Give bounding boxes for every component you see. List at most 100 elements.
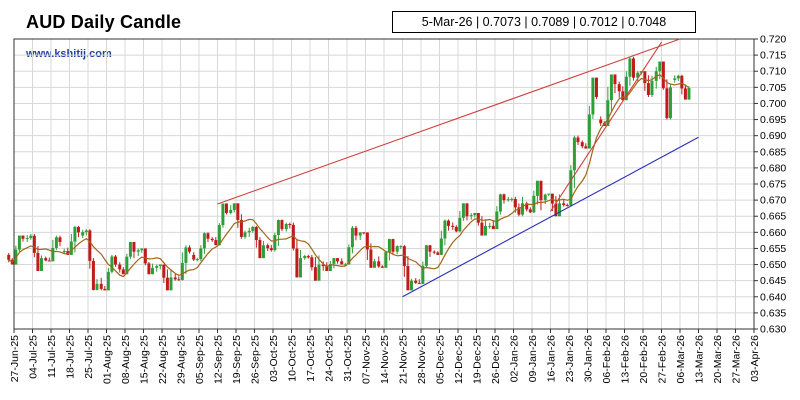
candle-body (147, 263, 151, 275)
y-tick-label: 0.720 (760, 34, 786, 46)
candle-body (177, 279, 181, 281)
candle-body (409, 280, 413, 291)
candle-body (39, 258, 43, 271)
candle-body (576, 137, 580, 143)
candle-body (288, 224, 292, 226)
candle-body (180, 262, 184, 280)
x-tick-label: 29-Aug-25 (176, 335, 188, 384)
x-tick-label: 19-Dec-25 (472, 335, 484, 384)
x-tick-label: 20-Mar-26 (712, 335, 724, 384)
x-tick-label: 20-Feb-26 (638, 335, 650, 384)
candle-body (550, 193, 554, 204)
candle-body (118, 264, 122, 270)
candle-body (47, 260, 51, 262)
candle-body (202, 233, 206, 249)
candle-body (321, 264, 325, 267)
candle-body (569, 170, 573, 206)
candle-body (624, 76, 628, 101)
candle-body (21, 235, 25, 239)
y-tick-label: 0.655 (760, 243, 786, 255)
candle-body (476, 213, 480, 223)
candle-body (239, 219, 243, 237)
candle-body (473, 213, 477, 216)
candle-body (162, 264, 166, 278)
candle-body (639, 71, 643, 73)
candle-body (125, 256, 129, 275)
candle-body (173, 277, 177, 280)
candle-body (266, 245, 270, 249)
x-tick-label: 23-Jan-26 (564, 335, 576, 382)
candle-body (443, 220, 447, 239)
watermark-url: www.kshitij.com (26, 48, 112, 60)
candle-body (377, 261, 381, 267)
candle-body (224, 203, 228, 213)
candle-body (617, 84, 621, 92)
candle-body (187, 247, 191, 252)
x-tick-label: 28-Nov-25 (416, 335, 428, 384)
candle-body (243, 232, 247, 237)
candle-body (557, 203, 561, 217)
y-tick-label: 0.680 (760, 162, 786, 174)
candle-body (406, 266, 410, 291)
candle-body (210, 238, 214, 241)
candle-body (380, 266, 384, 268)
candle-body (436, 252, 440, 255)
candle-body (665, 88, 669, 119)
candle-body (498, 194, 502, 212)
candle-body (520, 203, 524, 215)
y-tick-label: 0.660 (760, 227, 786, 239)
candle-body (165, 277, 169, 291)
candle-body (354, 227, 358, 236)
candle-body (673, 78, 677, 80)
x-tick-label: 06-Mar-26 (675, 335, 687, 384)
x-tick-label: 21-Nov-25 (398, 335, 410, 384)
candle-body (155, 266, 159, 268)
chart-grid (13, 38, 755, 330)
candle-body (343, 264, 347, 266)
candle-body (195, 259, 199, 261)
candle-body (32, 235, 36, 253)
candle-body (369, 249, 373, 268)
ohlc-readout: 5-Mar-26 | 0.7073 | 0.7089 | 0.7012 | 0.… (392, 11, 696, 33)
moving-average-group (8, 73, 690, 278)
candle-body (310, 257, 314, 268)
candle-body (491, 225, 495, 230)
candle-body (103, 288, 107, 291)
candle-body (646, 83, 650, 95)
x-tick-label: 02-Jan-26 (509, 335, 521, 382)
candle-body (140, 248, 144, 251)
candle-body (643, 71, 647, 84)
candle-body (372, 261, 376, 268)
candle-body (350, 227, 354, 248)
x-tick-label: 16-Jan-26 (546, 335, 558, 382)
candle-body (658, 61, 662, 72)
candle-body (121, 269, 125, 275)
x-tick-label: 10-Oct-25 (287, 335, 299, 382)
candle-body (554, 203, 558, 217)
x-tick-label: 08-Aug-25 (120, 335, 132, 384)
candle-body (580, 142, 584, 147)
candle-body (628, 58, 632, 77)
x-tick-label: 14-Nov-25 (379, 335, 391, 384)
x-tick-label: 22-Aug-25 (157, 335, 169, 384)
y-tick-label: 0.670 (760, 195, 786, 207)
x-tick-label: 01-Aug-25 (102, 335, 114, 384)
candle-body (547, 193, 551, 195)
candle-body (680, 75, 684, 89)
candle-body (62, 251, 66, 253)
x-tick-label: 07-Nov-25 (361, 335, 373, 384)
candle-body (562, 203, 566, 206)
candle-body (439, 238, 443, 255)
y-tick-label: 0.695 (760, 114, 786, 126)
x-tick-label: 04-Jul-25 (28, 335, 40, 379)
x-tick-label: 18-Jul-25 (65, 335, 77, 379)
candle-body (132, 242, 136, 252)
candle-body (636, 72, 640, 78)
candle-body (387, 239, 391, 253)
candle-body (325, 266, 329, 271)
candle-body (88, 230, 92, 261)
x-tick-label: 06-Feb-26 (601, 335, 613, 384)
candle-body (525, 203, 529, 210)
candle-body (106, 271, 110, 291)
candle-body (587, 114, 591, 149)
